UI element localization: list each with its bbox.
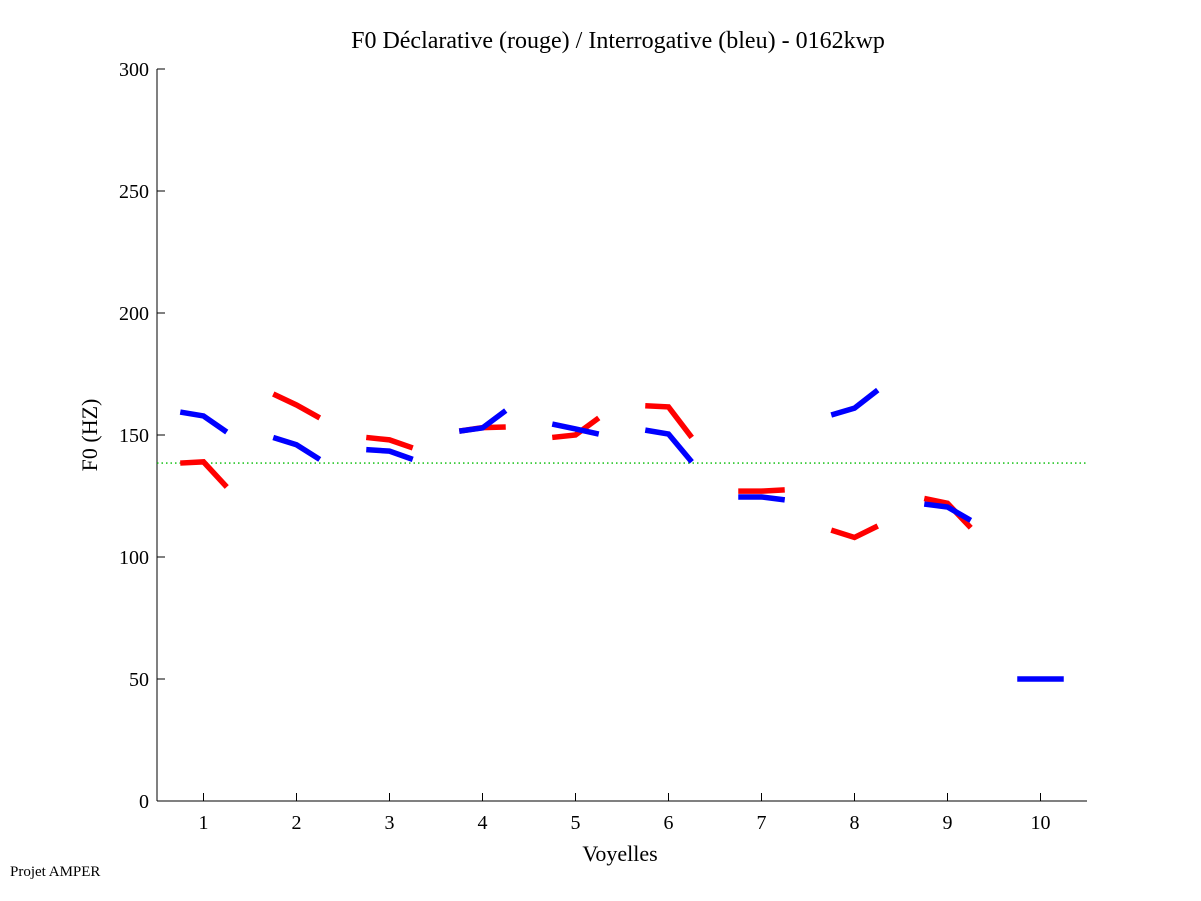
- axes: 0 50 100 150 200 250 300 1 2 3 4 5 6 7 8 9 10: [119, 59, 1087, 834]
- x-axis-label: Voyelles: [582, 841, 657, 866]
- chart-title: F0 Déclarative (rouge) / Interrogative (…: [351, 28, 885, 54]
- interrogative-segment-4: [458, 408, 508, 434]
- x-tick-label: 9: [943, 812, 953, 834]
- declarative-segment-9: [923, 495, 973, 530]
- declarative-segment-8: [830, 523, 879, 541]
- x-tick-label: 2: [292, 812, 302, 834]
- y-axis-label: F0 (HZ): [77, 399, 102, 472]
- x-tick-label: 4: [478, 812, 488, 834]
- interrogative-segment-6: [644, 427, 694, 464]
- y-tick-label: 150: [119, 425, 149, 447]
- interrogative-segment-5: [551, 421, 600, 437]
- x-tick-label: 10: [1031, 812, 1051, 834]
- declarative-segment-3: [365, 434, 414, 451]
- y-tick-label: 0: [139, 791, 149, 813]
- y-tick-label: 50: [129, 669, 149, 691]
- interrogative-segment-9: [923, 501, 973, 523]
- interrogative-segment-7: [738, 494, 786, 503]
- y-tick-label: 100: [119, 547, 149, 569]
- declarative-segment-1: [180, 459, 229, 489]
- declarative-segment-6: [645, 402, 694, 440]
- x-tick-label: 8: [850, 812, 860, 834]
- data-marks: [157, 387, 1087, 682]
- x-tick-label: 3: [385, 812, 395, 834]
- interrogative-segment-3: [366, 446, 414, 462]
- x-tick-label: 7: [757, 812, 767, 834]
- interrogative-segment-2: [272, 434, 322, 462]
- x-tick-label: 1: [199, 812, 209, 834]
- x-tick-label: 6: [664, 812, 674, 834]
- footer-credit: Projet AMPER: [10, 864, 101, 880]
- x-tick-label: 5: [571, 812, 581, 834]
- y-tick-label: 250: [119, 181, 149, 203]
- interrogative-segment-8: [830, 387, 880, 418]
- y-tick-label: 200: [119, 303, 149, 325]
- y-tick-label: 300: [119, 59, 149, 81]
- declarative-segment-7: [738, 487, 785, 494]
- declarative-segment-5: [551, 415, 601, 441]
- declarative-segment-2: [272, 391, 322, 421]
- interrogative-segment-1: [179, 409, 229, 435]
